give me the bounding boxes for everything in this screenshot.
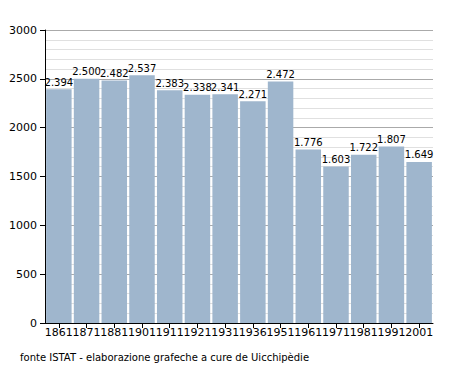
svg-text:1000: 1000 [9,219,37,232]
svg-text:1.603: 1.603 [322,154,351,165]
svg-text:2.500: 2.500 [72,66,101,77]
svg-text:1881: 1881 [100,326,128,339]
svg-text:1500: 1500 [9,170,37,183]
svg-text:2.383: 2.383 [155,78,184,89]
svg-text:2001: 2001 [405,326,433,339]
svg-text:1951: 1951 [267,326,295,339]
svg-text:2.341: 2.341 [211,82,240,93]
svg-text:2.472: 2.472 [266,69,295,80]
svg-text:1961: 1961 [294,326,322,339]
svg-text:2.537: 2.537 [128,63,157,74]
svg-text:1.776: 1.776 [294,137,323,148]
svg-text:3000: 3000 [9,24,37,37]
svg-text:2.394: 2.394 [45,77,74,88]
svg-text:1981: 1981 [350,326,378,339]
svg-text:1901: 1901 [128,326,156,339]
svg-text:1911: 1911 [156,326,184,339]
svg-text:500: 500 [16,268,37,281]
svg-text:1931: 1931 [211,326,239,339]
svg-text:1971: 1971 [322,326,350,339]
svg-text:1.807: 1.807 [377,134,406,145]
svg-text:2.271: 2.271 [239,89,268,100]
svg-text:fonte ISTAT - elaborazione gra: fonte ISTAT - elaborazione grafeche a cu… [20,352,309,363]
svg-text:2.482: 2.482 [100,68,129,79]
svg-text:1861: 1861 [45,326,73,339]
svg-text:1871: 1871 [73,326,101,339]
svg-text:2000: 2000 [9,121,37,134]
svg-text:1936: 1936 [239,326,267,339]
svg-text:1.649: 1.649 [405,149,434,160]
svg-text:0: 0 [30,317,37,330]
svg-text:1921: 1921 [183,326,211,339]
svg-text:1.722: 1.722 [349,142,378,153]
svg-text:1991: 1991 [377,326,405,339]
svg-text:2.338: 2.338 [183,82,212,93]
svg-text:2500: 2500 [9,72,37,85]
